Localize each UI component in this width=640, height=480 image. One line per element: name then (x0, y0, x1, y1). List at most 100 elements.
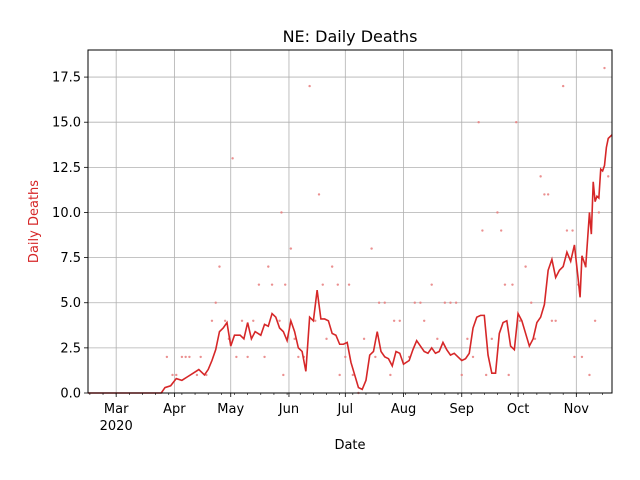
daily-point (524, 265, 527, 268)
y-tick-label: 7.5 (60, 251, 81, 266)
daily-point (330, 265, 334, 268)
daily-point (481, 229, 484, 232)
daily-point (240, 319, 244, 322)
daily-point (518, 319, 522, 322)
daily-point (430, 283, 433, 286)
x-tick-sublabel: 2020 (100, 419, 133, 434)
y-tick-label: 5.0 (60, 296, 81, 311)
daily-point (398, 319, 401, 322)
daily-point (280, 211, 283, 214)
daily-point (422, 319, 426, 322)
plot-area (88, 66, 613, 395)
daily-point (263, 355, 266, 359)
daily-point (561, 84, 565, 88)
daily-point (338, 373, 341, 377)
daily-point (580, 355, 584, 359)
daily-point (235, 355, 238, 359)
daily-point (449, 301, 452, 304)
daily-point (546, 193, 550, 196)
x-axis-title: Date (334, 438, 365, 453)
x-tick-label: Nov (564, 402, 590, 417)
rolling-average-line (88, 134, 613, 394)
axes-frame (87, 49, 613, 394)
daily-point (282, 373, 285, 377)
daily-point (389, 373, 392, 377)
daily-point (499, 229, 503, 232)
daily-point (317, 193, 321, 196)
daily-point (454, 301, 458, 304)
daily-point (246, 355, 249, 359)
daily-point (218, 265, 221, 268)
daily-point (314, 319, 317, 322)
daily-point (184, 355, 187, 359)
daily-point (533, 337, 537, 341)
daily-point (351, 373, 355, 377)
y-tick-label: 2.5 (60, 341, 81, 356)
daily-point (490, 337, 493, 341)
daily-point (539, 175, 542, 178)
daily-point (588, 373, 591, 377)
daily-point (515, 121, 518, 124)
daily-point (443, 301, 447, 304)
daily-point (321, 283, 324, 286)
daily-point (165, 355, 169, 359)
daily-point (392, 319, 396, 322)
x-tick-label: May (217, 402, 244, 417)
daily-point (214, 301, 217, 304)
daily-point (419, 301, 422, 304)
daily-point (460, 373, 463, 377)
daily-point (436, 337, 439, 341)
grid-lines (88, 50, 612, 394)
daily-point (507, 373, 510, 377)
daily-point (257, 283, 261, 286)
daily-point (466, 337, 469, 341)
y-tick-label: 10.0 (52, 206, 81, 221)
daily-point (550, 319, 554, 322)
y-tick-label: 17.5 (52, 71, 81, 86)
daily-point (297, 355, 300, 359)
daily-point (571, 229, 574, 232)
daily-point (325, 337, 328, 341)
daily-point (597, 211, 601, 214)
daily-point (347, 283, 351, 286)
daily-point (188, 355, 191, 359)
daily-point (593, 319, 597, 322)
daily-point (573, 355, 576, 359)
y-tick-label: 0.0 (60, 387, 81, 402)
y-tick-label: 12.5 (52, 161, 81, 176)
x-tick-label: Sep (449, 402, 474, 417)
daily-point (199, 355, 202, 359)
x-tick-label: Oct (507, 402, 529, 417)
daily-point (175, 373, 178, 377)
daily-point (377, 301, 381, 304)
daily-point (554, 319, 557, 322)
daily-point (543, 193, 546, 196)
daily-point (195, 373, 199, 377)
daily-point (180, 355, 184, 359)
daily-point (289, 247, 293, 250)
x-tick-label: Jun (278, 402, 299, 417)
daily-point (278, 319, 281, 322)
x-tick-label: Mar (104, 402, 129, 417)
daily-point (530, 301, 533, 304)
x-tick-label: Aug (391, 402, 416, 417)
daily-point (484, 373, 488, 377)
daily-point (210, 319, 214, 322)
daily-point (374, 355, 377, 359)
daily-point (603, 66, 606, 70)
daily-point (496, 211, 499, 214)
daily-point (171, 373, 174, 377)
daily-point (511, 283, 514, 286)
daily-point (223, 319, 227, 322)
daily-point (336, 283, 339, 286)
y-tick-label: 15.0 (52, 116, 81, 131)
daily-point (252, 319, 255, 322)
y-axis-title: Daily Deaths (27, 180, 42, 263)
x-tick-label: Jul (336, 402, 353, 417)
daily-point (471, 355, 475, 359)
x-axis-ticks: Mar 2020 Apr May Jun Jul Aug Sep Oct Nov (89, 393, 603, 434)
daily-point (565, 229, 569, 232)
y-axis-ticks: 0.0 2.5 5.0 7.5 10.0 12.5 15.0 17.5 (52, 71, 88, 402)
